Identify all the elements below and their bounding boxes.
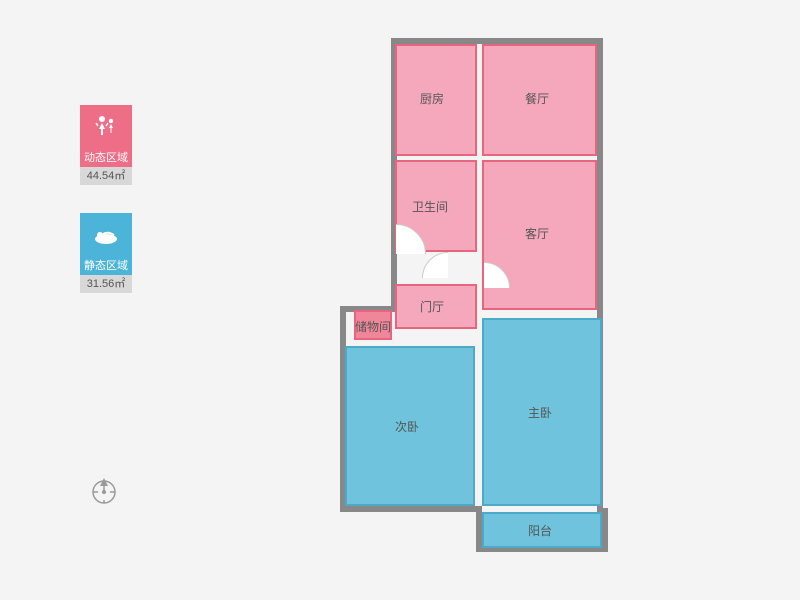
room-label-bathroom: 卫生间 <box>412 198 448 215</box>
room-label-bedroom2: 次卧 <box>395 418 419 435</box>
room-label-bedroom1: 主卧 <box>528 404 552 421</box>
room-label-kitchen: 厨房 <box>420 90 444 107</box>
room-label-storage: 储物间 <box>355 318 391 335</box>
sleep-icon <box>80 213 132 257</box>
compass-icon <box>88 474 120 506</box>
room-label-hallway: 门厅 <box>420 298 444 315</box>
wall <box>602 508 608 552</box>
people-icon <box>80 105 132 149</box>
legend-dynamic-label: 动态区域 <box>80 149 132 167</box>
legend-static-label: 静态区域 <box>80 257 132 275</box>
room-label-living: 客厅 <box>525 225 549 242</box>
room-label-balcony: 阳台 <box>528 522 552 539</box>
wall <box>340 506 480 512</box>
floorplan: 厨房 餐厅卫生间客厅门厅储物间次卧 主卧阳台 <box>300 20 640 580</box>
room-label-dining: 餐厅 <box>525 90 549 107</box>
legend-dynamic-value: 44.54㎡ <box>80 167 132 185</box>
legend-panel: 动态区域 44.54㎡ 静态区域 31.56㎡ <box>80 105 132 321</box>
legend-static: 静态区域 31.56㎡ <box>80 213 132 293</box>
legend-static-value: 31.56㎡ <box>80 275 132 293</box>
legend-dynamic: 动态区域 44.54㎡ <box>80 105 132 185</box>
